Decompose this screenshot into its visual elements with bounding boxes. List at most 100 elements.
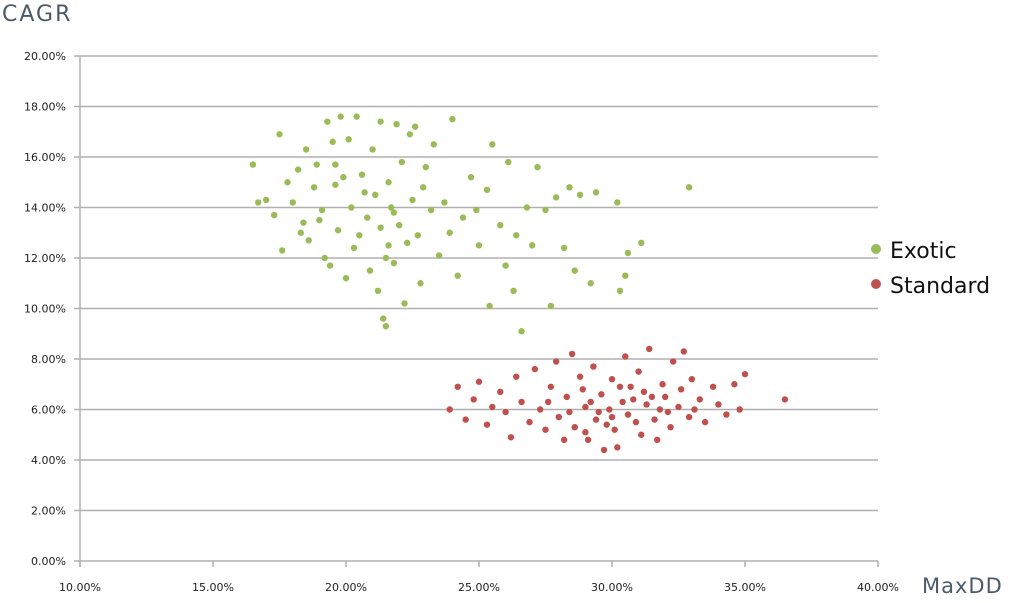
- y-tick-label: 10.00%: [24, 303, 66, 316]
- data-point-exotic: [401, 300, 408, 307]
- data-point-exotic: [523, 204, 531, 211]
- data-point-standard: [587, 398, 594, 406]
- data-point-standard: [582, 403, 589, 411]
- data-point-standard: [643, 401, 650, 408]
- data-point-exotic: [276, 131, 283, 138]
- data-point-exotic: [409, 196, 416, 204]
- data-point-exotic: [388, 204, 395, 211]
- data-point-standard: [568, 350, 576, 358]
- data-point-standard: [454, 383, 461, 390]
- data-point-exotic: [406, 131, 414, 138]
- data-point-exotic: [366, 267, 374, 274]
- x-tick-label: 35.00%: [724, 581, 766, 594]
- data-point-exotic: [624, 249, 632, 257]
- data-point-exotic: [369, 146, 376, 153]
- data-point-standard: [715, 401, 722, 408]
- data-point-standard: [600, 446, 608, 454]
- data-point-exotic: [614, 199, 621, 206]
- data-point-exotic: [337, 113, 344, 120]
- y-tick-label: 0.00%: [31, 555, 66, 568]
- data-point-standard: [603, 421, 610, 428]
- y-tick-label: 18.00%: [24, 101, 66, 114]
- data-point-exotic: [486, 302, 493, 310]
- y-axis-title: CAGR: [2, 2, 73, 27]
- data-point-exotic: [332, 161, 339, 168]
- data-point-standard: [614, 444, 621, 451]
- data-point-standard: [513, 373, 520, 380]
- data-point-standard: [552, 358, 560, 365]
- data-point-exotic: [396, 221, 403, 229]
- data-point-standard: [669, 358, 677, 365]
- data-point-exotic: [427, 206, 435, 214]
- data-point-exotic: [542, 206, 549, 214]
- data-point-standard: [696, 396, 703, 403]
- data-point-exotic: [305, 237, 312, 244]
- data-point-exotic: [411, 123, 419, 130]
- data-point-standard: [624, 411, 632, 418]
- data-point-exotic: [393, 120, 400, 128]
- data-point-exotic: [329, 138, 336, 146]
- data-point-standard: [536, 406, 544, 413]
- data-point-standard: [608, 413, 616, 421]
- data-point-exotic: [321, 254, 328, 262]
- data-point-exotic: [380, 315, 387, 322]
- data-point-standard: [685, 413, 693, 421]
- data-point-standard: [656, 406, 664, 413]
- data-point-exotic: [638, 239, 645, 247]
- data-point-standard: [531, 365, 539, 373]
- data-point-standard: [462, 416, 469, 423]
- data-point-exotic: [348, 204, 355, 211]
- data-point-exotic: [270, 211, 278, 219]
- data-point-standard: [638, 431, 645, 438]
- data-point-exotic: [358, 171, 366, 178]
- data-point-standard: [563, 393, 570, 401]
- data-point-standard: [446, 406, 453, 413]
- data-point-standard: [616, 383, 624, 390]
- data-point-exotic: [385, 242, 392, 249]
- data-point-exotic: [289, 199, 296, 206]
- y-tick-label: 2.00%: [31, 505, 66, 518]
- data-point-exotic: [326, 262, 334, 269]
- data-point-exotic: [502, 262, 509, 269]
- data-point-standard: [542, 426, 549, 433]
- data-point-exotic: [571, 267, 578, 274]
- data-point-standard: [640, 388, 648, 396]
- data-point-exotic: [390, 209, 398, 216]
- data-point-exotic: [510, 287, 517, 295]
- data-point-exotic: [398, 158, 406, 166]
- data-point-exotic: [422, 163, 429, 171]
- data-point-standard: [664, 408, 672, 416]
- data-point-exotic: [616, 287, 624, 295]
- data-point-exotic: [284, 179, 291, 186]
- data-point-exotic: [454, 272, 461, 279]
- x-tick-label: 30.00%: [591, 581, 633, 594]
- data-point-exotic: [318, 206, 326, 214]
- data-point-exotic: [489, 141, 496, 148]
- data-point-exotic: [475, 242, 483, 249]
- data-point-exotic: [324, 118, 331, 125]
- data-point-exotic: [566, 184, 573, 191]
- data-point-standard: [502, 408, 509, 416]
- legend-marker-standard: [871, 279, 881, 289]
- data-point-exotic: [417, 280, 424, 287]
- data-point-standard: [691, 406, 698, 413]
- data-point-exotic: [377, 118, 384, 125]
- data-point-standard: [651, 416, 658, 423]
- data-point-exotic: [518, 328, 525, 335]
- data-point-exotic: [377, 224, 384, 231]
- y-tick-label: 8.00%: [31, 353, 66, 366]
- x-tick-label: 10.00%: [59, 581, 101, 594]
- data-point-exotic: [361, 189, 368, 196]
- data-point-exotic: [513, 232, 520, 239]
- data-point-exotic: [297, 229, 304, 236]
- data-point-exotic: [342, 275, 350, 282]
- data-point-standard: [608, 376, 616, 383]
- data-point-exotic: [497, 221, 504, 229]
- data-point-exotic: [483, 186, 491, 194]
- data-point-exotic: [249, 161, 257, 168]
- data-point-standard: [470, 396, 477, 403]
- data-point-standard: [723, 411, 730, 418]
- data-point-exotic: [316, 216, 323, 224]
- data-point-exotic: [449, 115, 456, 123]
- data-point-standard: [555, 413, 562, 421]
